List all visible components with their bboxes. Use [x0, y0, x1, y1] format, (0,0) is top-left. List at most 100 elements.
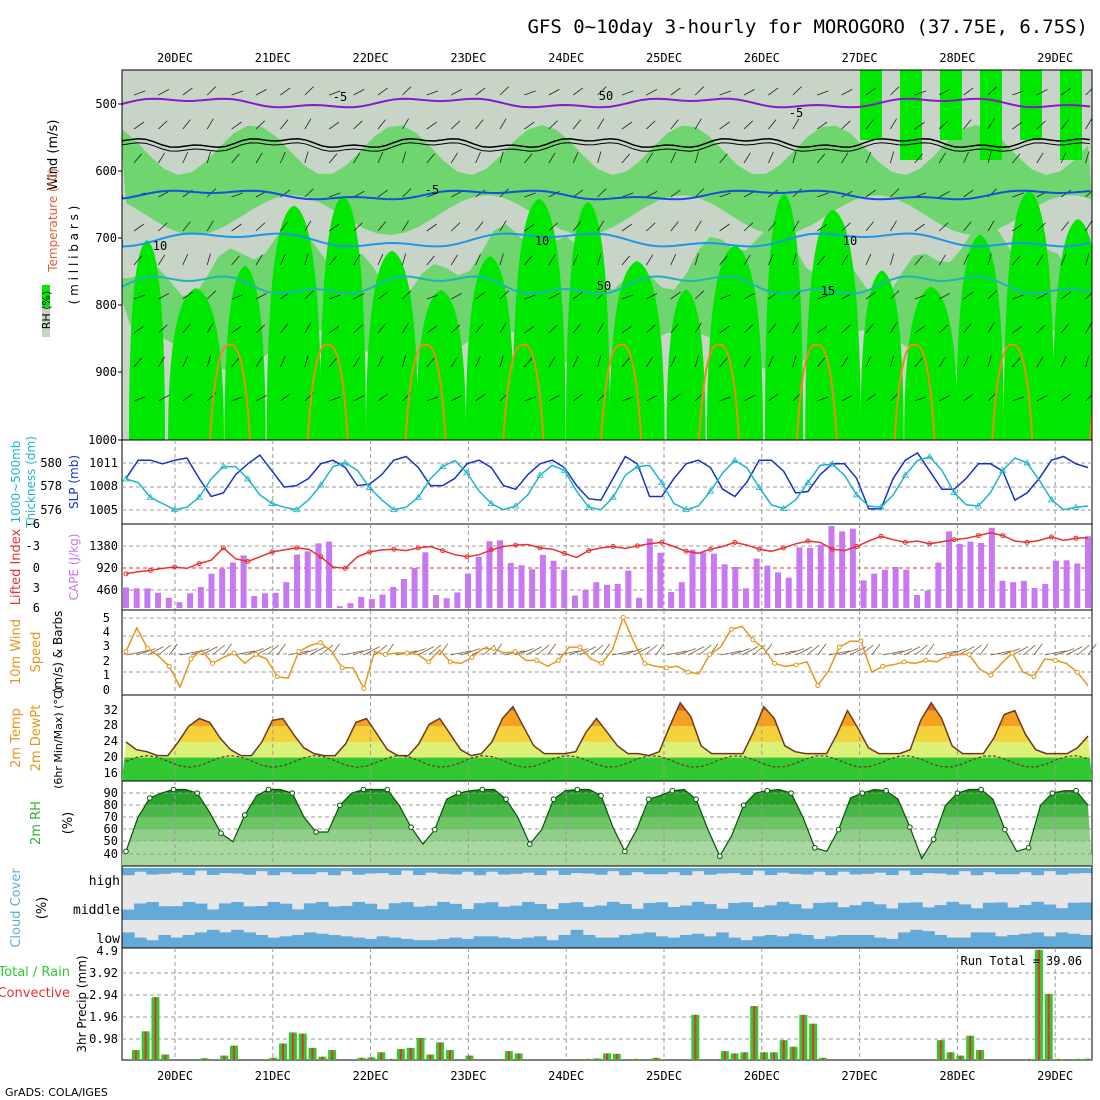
- upper-wind-barb: [499, 118, 507, 130]
- cape-bar: [123, 587, 129, 608]
- upper-wind-barb: [329, 294, 341, 300]
- precip-convective-bar: [635, 1058, 638, 1060]
- precip-convective-bar: [1028, 1058, 1031, 1060]
- cloud-low-bar: [631, 933, 644, 948]
- upper-wind-barb: [841, 120, 851, 130]
- upper-wind-barb: [451, 293, 462, 300]
- cloud-middle-bar: [473, 903, 487, 920]
- upper-wind-barb: [304, 118, 312, 130]
- thickness-marker: [585, 503, 593, 510]
- precip-convective-bar: [409, 1047, 412, 1060]
- upper-wind-barb: [865, 253, 872, 266]
- cloud-low-bar: [170, 937, 184, 948]
- wind-barb: [450, 650, 472, 656]
- cape-bar: [593, 582, 600, 608]
- cape-bar: [465, 573, 472, 608]
- wind-barb: [936, 650, 958, 656]
- wind-speed-marker: [988, 672, 994, 678]
- lifted-index-marker: [683, 548, 689, 554]
- thickness-marker: [292, 505, 301, 513]
- cloud-middle-bar: [558, 903, 572, 920]
- wind-speed-marker: [512, 649, 518, 655]
- upper-wind-barb: [963, 355, 969, 368]
- upper-wind-barb: [694, 151, 699, 164]
- cloud-middle-bar: [437, 901, 450, 920]
- cloud-high-bar: [813, 868, 826, 872]
- cloud-high-bar: [425, 868, 438, 873]
- cape-bar: [582, 589, 589, 608]
- upper-wind-barb: [938, 222, 949, 232]
- upper-wind-barb: [1036, 120, 1046, 130]
- credit-text: GrADS: COLA/IGES: [5, 1086, 108, 1099]
- wind-speed-marker: [707, 651, 713, 657]
- upper-wind-barb: [255, 293, 267, 300]
- upper-wind-barb: [817, 90, 829, 96]
- upper-wind-barb: [743, 293, 755, 300]
- upper-wind-barb: [621, 325, 633, 334]
- cape-tick-label: 920: [96, 561, 118, 575]
- cape-bar: [283, 582, 290, 608]
- wind-speed-marker: [620, 614, 626, 620]
- upper-wind-barb: [865, 119, 874, 130]
- date-label-bottom: 24DEC: [548, 1069, 584, 1083]
- cloud-low-bar: [1055, 932, 1069, 948]
- rh-marker: [479, 786, 486, 793]
- upper-wind-barb: [524, 255, 533, 266]
- cloud-middle-bar: [873, 904, 887, 920]
- precip-convective-bar: [321, 1056, 324, 1060]
- cloud-low-bar: [340, 936, 353, 948]
- upper-wind-barb: [621, 153, 631, 164]
- cloud-low-bar: [1019, 933, 1032, 948]
- upper-wind-barb: [987, 322, 995, 334]
- cloud-middle-bar: [667, 906, 681, 920]
- upper-wind-barb: [280, 87, 291, 96]
- precip-convective-bar: [812, 1023, 815, 1060]
- cloud-middle-bar: [425, 905, 438, 920]
- upper-wind-barb: [987, 290, 997, 300]
- rh-marker: [527, 841, 533, 847]
- cloud-high-bar: [801, 868, 814, 875]
- cloud-high-bar: [764, 868, 778, 876]
- cloud-high-bar: [849, 868, 863, 875]
- thickness-marker: [633, 462, 642, 470]
- rh-marker: [740, 802, 747, 809]
- wind-barb: [579, 646, 596, 656]
- cloud-high-bar: [934, 868, 947, 874]
- wind-barb: [990, 650, 1012, 656]
- precip-convective-bar: [596, 1058, 599, 1060]
- upper-wind-barb: [524, 357, 533, 368]
- rh-marker: [598, 792, 604, 799]
- cloud-low-bar: [716, 932, 729, 948]
- upper-wind-barb: [817, 396, 829, 402]
- cape-bar: [251, 595, 258, 608]
- cloud-high-bar: [303, 868, 317, 875]
- rh-marker: [574, 786, 581, 793]
- upper-wind-barb: [890, 86, 900, 96]
- wind-barb: [536, 644, 550, 656]
- upper-wind-barb: [426, 325, 437, 334]
- cloud-low-bar: [437, 938, 450, 948]
- cloud-middle-bar: [316, 902, 329, 920]
- run-total-value: 39.06: [1046, 954, 1082, 968]
- wind-barb: [958, 646, 975, 656]
- upper-wind-barb: [792, 86, 802, 96]
- upper-wind-barb: [572, 355, 579, 368]
- upper-wind-barb: [353, 222, 363, 232]
- temp-contour-warm: [502, 343, 545, 440]
- cloud-low-bar: [255, 935, 268, 948]
- precip-convective-bar: [448, 1050, 451, 1060]
- upper-wind-barb: [621, 121, 633, 130]
- cape-tick-label: 1380: [89, 539, 118, 553]
- thickness-marker: [365, 483, 374, 490]
- rh-tick-label: 50: [104, 834, 118, 848]
- wind-barb: [644, 644, 658, 656]
- upper-wind-barb: [451, 395, 462, 402]
- cloud-low-bar: [776, 936, 790, 948]
- upper-wind-barb: [987, 118, 995, 130]
- cloud-low-bar: [461, 938, 475, 948]
- cape-bar: [1074, 563, 1081, 608]
- wind-speed-marker: [1009, 650, 1015, 656]
- cloud-low-bar: [582, 935, 596, 948]
- rh-band-humid-upper: [122, 125, 1092, 235]
- cloud-high-bar: [728, 868, 741, 874]
